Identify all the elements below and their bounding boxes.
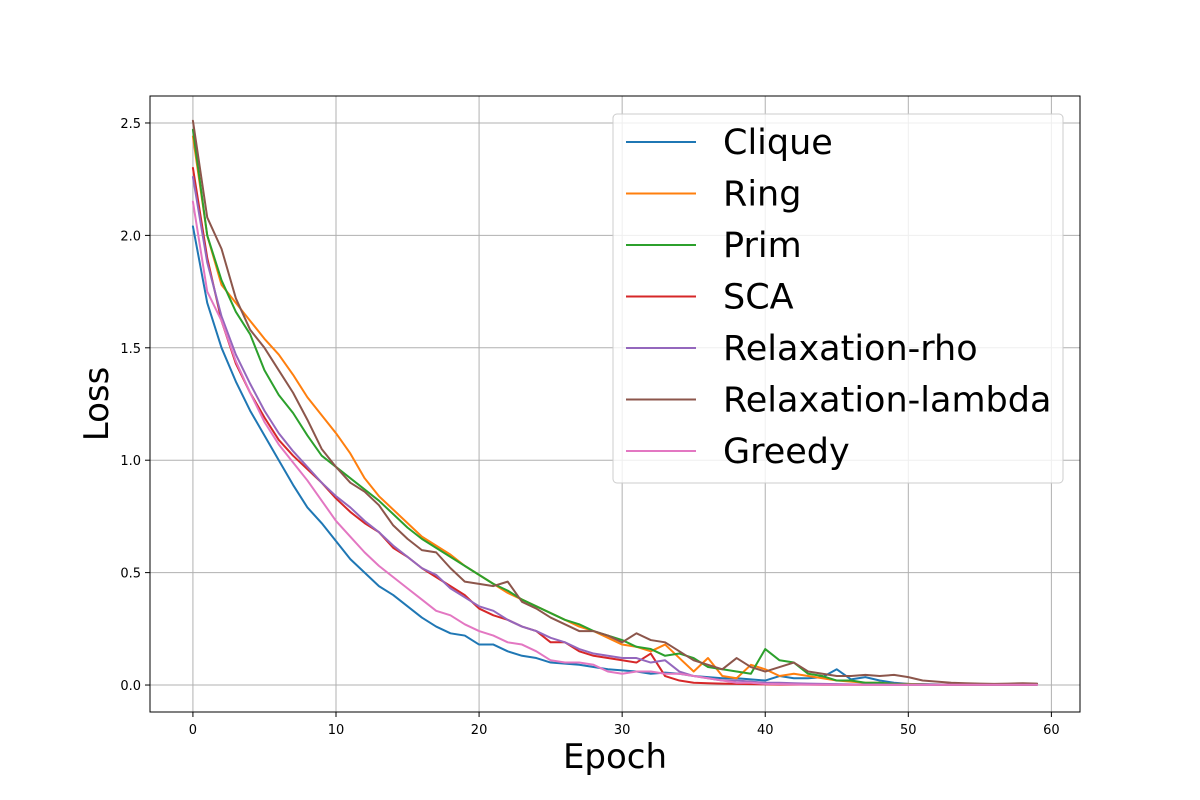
legend-label-ring: Ring	[723, 175, 801, 215]
series-lines	[191, 119, 1039, 686]
y-tick-label: 1.0	[120, 454, 141, 469]
x-tick-label: 40	[757, 723, 774, 738]
x-tick-label: 30	[614, 723, 631, 738]
x-tick-label: 0	[189, 723, 197, 738]
plot-frame	[149, 95, 1081, 713]
legend: Clique Ring Prim SCA Relaxation-rho Relaxatio…	[612, 113, 1064, 484]
y-tick-label: 2.0	[120, 229, 141, 244]
legend-label-relaxation-rho: Relaxation-rho	[723, 329, 978, 369]
y-tick-label: 0.5	[120, 567, 141, 582]
x-tick-label: 50	[900, 723, 917, 738]
x-tick-label: 10	[328, 723, 345, 738]
x-tick-label: 60	[1043, 723, 1060, 738]
series-line-relaxation-lambda	[191, 119, 1039, 685]
legend-label-clique: Clique	[723, 123, 833, 163]
legend-box	[612, 113, 1064, 484]
y-tick-label: 2.5	[120, 117, 141, 132]
legend-label-prim: Prim	[723, 226, 802, 266]
y-tick-label: 1.5	[120, 342, 141, 357]
x-tick-label: 20	[471, 723, 488, 738]
legend-label-relaxation-lambda: Relaxation-lambda	[723, 381, 1051, 421]
legend-label-greedy: Greedy	[723, 432, 850, 472]
y-axis-title: Loss	[77, 367, 117, 442]
x-axis-title: Epoch	[563, 737, 667, 777]
series-line-greedy	[191, 200, 1039, 686]
axis-ticks: 0 10 20 30 40 50 60 0.0 0.5 1.0 1.5 2.0 2.5	[120, 117, 1059, 738]
y-tick-label: 0.0	[120, 679, 141, 694]
legend-label-sca: SCA	[723, 278, 794, 318]
